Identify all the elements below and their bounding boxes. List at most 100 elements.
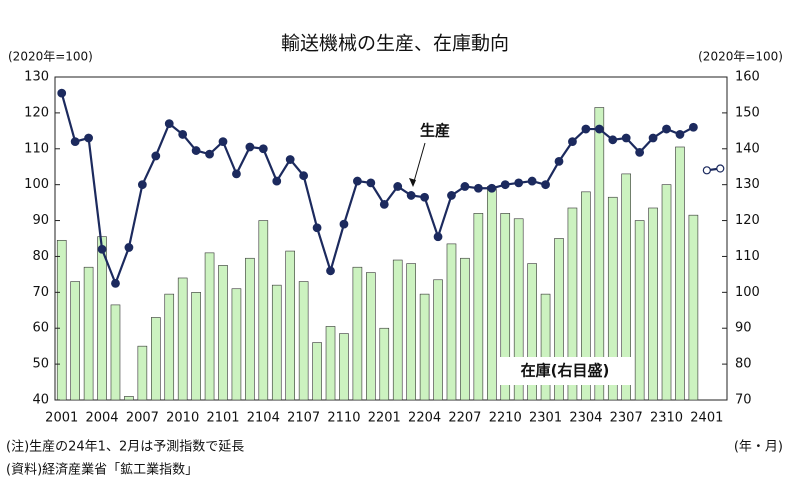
y2-tick-label: 140	[735, 141, 760, 156]
bar	[124, 396, 134, 401]
y-tick-label: 110	[24, 141, 49, 156]
point	[460, 182, 470, 191]
y-tick-label: 60	[32, 321, 49, 336]
x-tick-label: 2307	[610, 411, 643, 426]
point	[218, 137, 228, 147]
x-tick-label: 2201	[368, 411, 401, 426]
bar	[352, 266, 363, 401]
x-tick-label: 2007	[126, 411, 159, 426]
y2-tick-label: 90	[735, 321, 752, 336]
point	[662, 124, 671, 134]
point	[621, 133, 631, 143]
bar	[379, 327, 390, 401]
bar	[83, 266, 94, 401]
point	[111, 278, 120, 288]
bar	[527, 263, 537, 401]
bar	[446, 243, 457, 401]
bar	[648, 207, 658, 401]
y-tick-label: 40	[32, 393, 49, 408]
bar	[607, 196, 618, 401]
bar	[231, 288, 242, 401]
bar	[164, 293, 175, 401]
x-tick-label: 2004	[85, 411, 118, 426]
point	[420, 192, 430, 202]
point	[312, 223, 322, 233]
point	[285, 155, 295, 164]
bar	[419, 293, 430, 401]
point	[635, 147, 645, 157]
point	[473, 183, 483, 193]
marks	[56, 88, 725, 401]
y-tick-label: 100	[24, 177, 49, 192]
bar	[513, 218, 524, 401]
y-tick-label: 70	[32, 285, 49, 300]
point	[689, 122, 698, 132]
y-tick-label: 130	[24, 70, 49, 85]
point	[272, 176, 282, 186]
bar	[97, 236, 107, 401]
note: (注)生産の24年1、2月は予測指数で延長	[6, 439, 244, 455]
point	[608, 135, 618, 145]
bar	[621, 173, 632, 401]
point	[393, 182, 403, 191]
point	[339, 219, 349, 229]
bar	[70, 281, 80, 401]
bar	[177, 277, 188, 401]
point	[527, 176, 537, 186]
annotation: 生産	[420, 122, 450, 140]
point	[84, 133, 93, 143]
bar	[406, 263, 416, 401]
point	[299, 171, 309, 181]
point	[70, 137, 80, 147]
bar	[675, 146, 685, 401]
bar	[312, 342, 322, 401]
arrow	[412, 142, 426, 186]
y2-tick-label: 120	[735, 213, 760, 228]
x-tick-label: 2101	[206, 411, 239, 426]
bar	[392, 259, 403, 401]
point	[500, 180, 510, 190]
x-tick-label: 2204	[408, 411, 441, 426]
y2-tick-label: 150	[735, 105, 760, 120]
point	[675, 130, 685, 139]
bar	[298, 281, 309, 401]
x-tick-label: 2207	[448, 411, 481, 426]
bar	[661, 184, 672, 401]
x-tick-label: 2310	[650, 411, 683, 426]
bar	[366, 272, 376, 401]
annotation: 在庫(右目盛)	[521, 362, 610, 380]
label-box	[497, 357, 633, 385]
point	[594, 124, 604, 134]
bar	[339, 333, 349, 401]
x-tick-label: 2401	[690, 411, 723, 426]
point	[191, 146, 201, 155]
point	[379, 200, 389, 209]
chart-title: 輸送機械の生産、在庫動向	[281, 33, 509, 55]
x-unit: (年・月)	[734, 440, 783, 455]
bar	[500, 213, 511, 401]
point	[433, 232, 443, 242]
bar	[325, 326, 336, 401]
point	[137, 180, 147, 190]
point	[245, 142, 255, 152]
bar	[540, 293, 551, 401]
point	[487, 183, 497, 193]
point	[447, 191, 456, 200]
x-tick-label: 2010	[166, 411, 199, 426]
bar	[486, 186, 497, 401]
note: (資料)経済産業省「鉱工業指数」	[6, 462, 198, 478]
y-unit: (2020年=100)	[8, 50, 93, 64]
x-tick-label: 2110	[327, 411, 360, 426]
bar	[581, 191, 591, 401]
point	[581, 124, 591, 134]
arrow-head	[409, 178, 416, 187]
point	[702, 166, 711, 175]
bar	[137, 345, 148, 401]
y-tick-label: 80	[32, 249, 49, 264]
point	[164, 119, 174, 129]
bar	[56, 239, 67, 401]
bar	[634, 220, 645, 401]
bar	[594, 107, 605, 401]
point	[554, 156, 564, 166]
